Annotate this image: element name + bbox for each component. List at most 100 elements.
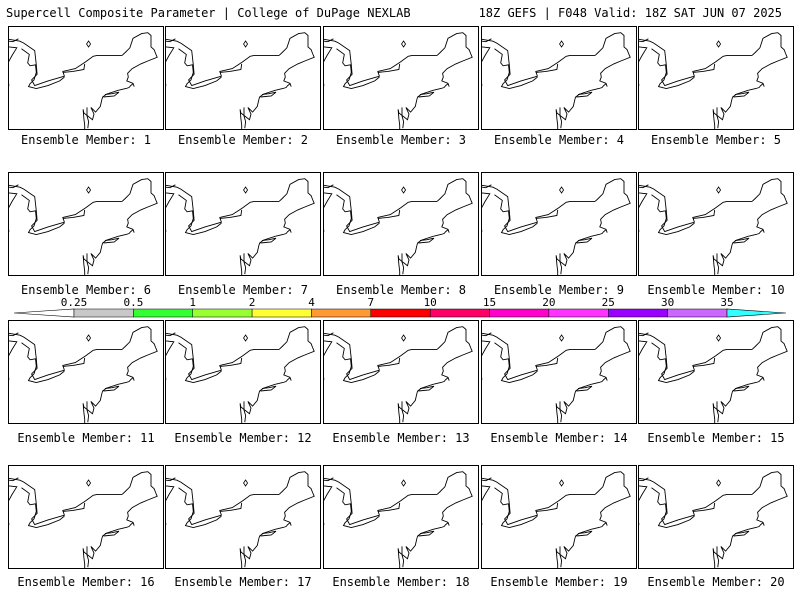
ne-us-map xyxy=(166,178,315,275)
map-panel-member-15 xyxy=(638,320,794,424)
diamond-marker xyxy=(401,40,407,48)
map-panel-member-8 xyxy=(323,172,479,276)
great-lakes-shoreline xyxy=(336,487,380,528)
ensemble-member-label: Ensemble Member: 1 xyxy=(20,133,152,147)
ne-us-map xyxy=(639,471,788,568)
map-panel-member-6 xyxy=(8,172,164,276)
lake-ontario-shore xyxy=(535,209,559,219)
diamond-marker xyxy=(86,334,92,342)
coastline-mid-atlantic xyxy=(82,89,119,129)
coastline-new-england xyxy=(275,326,315,385)
map-panel-member-9 xyxy=(481,172,637,276)
delmarva-shore xyxy=(716,253,720,275)
delmarva-shore xyxy=(716,401,720,423)
ne-us-map xyxy=(482,326,631,423)
coastline-mid-atlantic xyxy=(555,89,592,129)
us-canada-border xyxy=(639,332,753,381)
lake-ontario-shore xyxy=(219,502,243,512)
lake-ontario-shore xyxy=(62,357,86,367)
ne-us-map xyxy=(639,32,788,129)
lake-ontario-shore xyxy=(692,502,716,512)
us-canada-border xyxy=(166,477,280,526)
us-canada-border xyxy=(482,332,596,381)
lake-superior-shore xyxy=(166,477,176,482)
us-canada-border xyxy=(639,477,753,526)
ensemble-member-label: Ensemble Member: 17 xyxy=(174,575,312,589)
delmarva-shore xyxy=(559,107,563,129)
great-lakes-shoreline xyxy=(336,48,380,89)
lake-ontario-shore xyxy=(219,357,243,367)
map-panel-member-20 xyxy=(638,465,794,569)
colorbar-segment xyxy=(548,308,609,318)
map-panel-member-5 xyxy=(638,26,794,130)
ne-us-map xyxy=(9,326,158,423)
colorbar-tick-label: 4 xyxy=(308,296,315,309)
great-lakes-shoreline xyxy=(178,48,222,89)
great-lakes-shoreline xyxy=(651,342,695,383)
coastline-mid-atlantic xyxy=(397,528,434,568)
lake-michigan-shore xyxy=(324,340,333,380)
coastline-new-england xyxy=(275,471,315,530)
us-canada-border xyxy=(166,332,280,381)
coastline-mid-atlantic xyxy=(555,383,592,423)
coastline-new-england xyxy=(275,178,315,237)
long-island xyxy=(733,530,750,537)
lake-superior-shore xyxy=(324,184,334,189)
us-canada-border xyxy=(482,184,596,233)
coastline-new-england xyxy=(118,178,158,237)
colorbar-segment xyxy=(133,308,194,318)
great-lakes-shoreline xyxy=(178,342,222,383)
delmarva-shore xyxy=(86,546,90,568)
long-island xyxy=(576,385,593,392)
great-lakes-shoreline xyxy=(178,194,222,235)
diamond-marker xyxy=(243,479,249,487)
colorbar-segment xyxy=(73,308,134,318)
great-lakes-shoreline xyxy=(336,342,380,383)
map-panel-member-10 xyxy=(638,172,794,276)
coastline-mid-atlantic xyxy=(555,235,592,275)
lake-michigan-shore xyxy=(482,340,491,380)
ne-us-map xyxy=(324,326,473,423)
coastline-mid-atlantic xyxy=(82,235,119,275)
colorbar-low-triangle xyxy=(13,308,75,318)
coastline-new-england xyxy=(118,32,158,91)
us-canada-border xyxy=(9,477,123,526)
diamond-marker xyxy=(559,186,565,194)
us-canada-border xyxy=(639,184,753,233)
coastline-new-england xyxy=(748,326,788,385)
colorbar-segment xyxy=(489,308,550,318)
great-lakes-shoreline xyxy=(21,342,65,383)
lake-ontario-shore xyxy=(692,357,716,367)
lake-michigan-shore xyxy=(324,46,333,86)
us-canada-border xyxy=(639,38,753,87)
ensemble-member-label: Ensemble Member: 13 xyxy=(332,431,470,445)
lake-michigan-shore xyxy=(639,485,648,525)
diamond-marker xyxy=(716,334,722,342)
coastline-new-england xyxy=(748,471,788,530)
great-lakes-shoreline xyxy=(494,342,538,383)
coastline-new-england xyxy=(591,326,631,385)
ne-us-map xyxy=(639,178,788,275)
coastline-new-england xyxy=(118,471,158,530)
ne-us-map xyxy=(9,471,158,568)
ensemble-member-label: Ensemble Member: 16 xyxy=(17,575,155,589)
coastline-new-england xyxy=(433,326,473,385)
colorbar-high-triangle xyxy=(726,308,787,318)
lake-michigan-shore xyxy=(482,192,491,232)
coastline-mid-atlantic xyxy=(712,383,749,423)
lake-ontario-shore xyxy=(62,209,86,219)
great-lakes-shoreline xyxy=(178,487,222,528)
lake-superior-shore xyxy=(9,38,19,43)
long-island xyxy=(103,91,120,98)
colorbar-tick-label: 20 xyxy=(542,296,555,309)
ensemble-member-label: Ensemble Member: 10 xyxy=(647,283,785,297)
ne-us-map xyxy=(482,32,631,129)
ne-us-map xyxy=(9,178,158,275)
lake-michigan-shore xyxy=(9,485,18,525)
coastline-new-england xyxy=(275,32,315,91)
map-panel-member-18 xyxy=(323,465,479,569)
lake-michigan-shore xyxy=(9,340,18,380)
coastline-new-england xyxy=(591,32,631,91)
delmarva-shore xyxy=(559,253,563,275)
model-run-info: 18Z GEFS | F048 Valid: 18Z SAT JUN 07 20… xyxy=(478,6,782,20)
